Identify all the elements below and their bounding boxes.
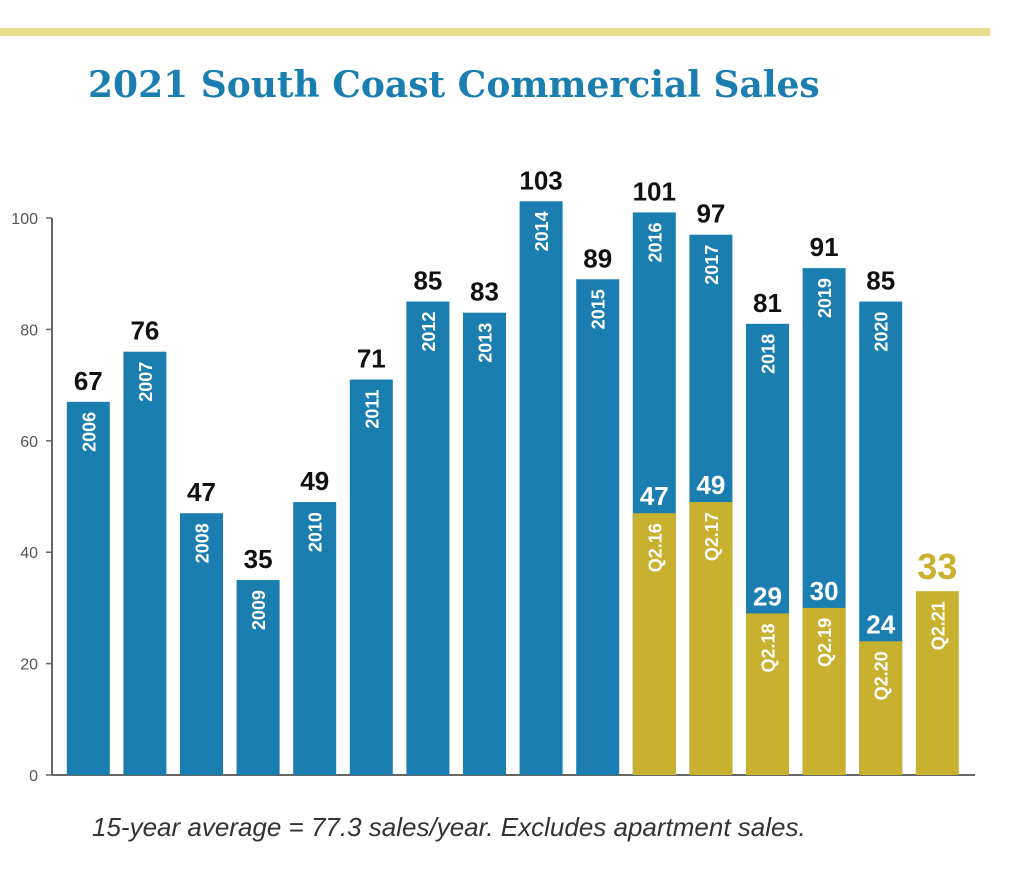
y-tick-label: 100 — [11, 211, 38, 228]
bar-annual — [180, 513, 223, 775]
bar-category-label: 2011 — [362, 390, 382, 429]
bar-value-label: 67 — [74, 366, 103, 396]
bar-value-label: 81 — [753, 288, 782, 318]
quarter-category-label: Q2.20 — [872, 651, 892, 700]
bar-category-label: 2008 — [193, 523, 213, 563]
quarter-category-label: Q2.16 — [645, 523, 665, 572]
bar-value-label: 83 — [470, 277, 499, 307]
bar-annual — [293, 502, 337, 775]
bar-category-label: 2013 — [476, 323, 496, 363]
quarter-category-label: Q2.21 — [928, 601, 948, 650]
bar-quarter — [859, 641, 903, 775]
bar-annual — [406, 301, 450, 775]
bar-annual — [463, 312, 506, 775]
bar-annual — [123, 351, 167, 775]
y-tick-label: 80 — [20, 322, 38, 339]
bar-chart: 0 20 40 60 80 100 67 2006 76 2007 47 2008 35 2009 49 20… — [11, 165, 975, 785]
bar-category-label: 2016 — [645, 222, 665, 262]
quarter-value-label: 33 — [917, 546, 957, 587]
bar-category-label: 2012 — [419, 312, 439, 352]
bar-annual — [236, 580, 280, 775]
bar-value-label: 85 — [866, 266, 895, 296]
quarter-category-label: Q2.19 — [815, 618, 835, 667]
quarter-value-label: 49 — [696, 470, 725, 500]
bar-category-label: 2017 — [702, 245, 722, 285]
bar-quarter — [802, 607, 846, 775]
bar-category-label: 2014 — [532, 211, 552, 251]
bar-value-label: 97 — [696, 199, 725, 229]
y-tick-label: 20 — [20, 657, 38, 674]
quarter-category-label: Q2.17 — [702, 512, 722, 561]
bar-annual — [349, 379, 393, 775]
quarter-value-label: 29 — [753, 581, 782, 611]
bar-category-label: 2019 — [815, 278, 835, 318]
bar-category-label: 2018 — [759, 334, 779, 374]
bar-annual — [519, 201, 563, 776]
bar-value-label: 103 — [519, 165, 562, 195]
quarter-value-label: 47 — [640, 481, 669, 511]
bar-category-label: 2015 — [589, 289, 609, 329]
bar-category-label: 2006 — [79, 412, 99, 452]
bar-value-label: 71 — [357, 344, 386, 374]
bar-quarter — [632, 513, 676, 775]
bar-annual — [66, 401, 110, 775]
bar-value-label: 91 — [810, 232, 839, 262]
quarter-value-label: 24 — [866, 609, 895, 639]
y-tick-label: 60 — [20, 434, 38, 451]
bar-annual — [576, 279, 620, 775]
bar-value-label: 76 — [130, 316, 159, 346]
bar-value-label: 85 — [413, 266, 442, 296]
footnote: 15-year average = 77.3 sales/year. Exclu… — [92, 812, 806, 842]
bar-category-label: 2007 — [136, 362, 156, 402]
y-tick-label: 0 — [29, 768, 38, 785]
bar-category-label: 2020 — [872, 312, 892, 352]
bar-value-label: 35 — [244, 544, 273, 574]
bar-value-label: 47 — [187, 477, 216, 507]
bar-value-label: 49 — [300, 466, 329, 496]
y-tick-label: 40 — [20, 545, 38, 562]
bar-value-label: 89 — [583, 243, 612, 273]
bar-quarter — [746, 613, 789, 775]
bar-value-label: 101 — [633, 176, 676, 206]
bar-category-label: 2010 — [306, 512, 326, 552]
top-rule — [0, 28, 990, 36]
bar-quarter — [689, 502, 733, 775]
bar-category-label: 2009 — [249, 590, 269, 630]
quarter-category-label: Q2.18 — [759, 623, 779, 672]
bar-quarter — [915, 591, 959, 775]
quarter-value-label: 30 — [810, 576, 839, 606]
chart-title: 2021 South Coast Commercial Sales — [88, 64, 820, 106]
